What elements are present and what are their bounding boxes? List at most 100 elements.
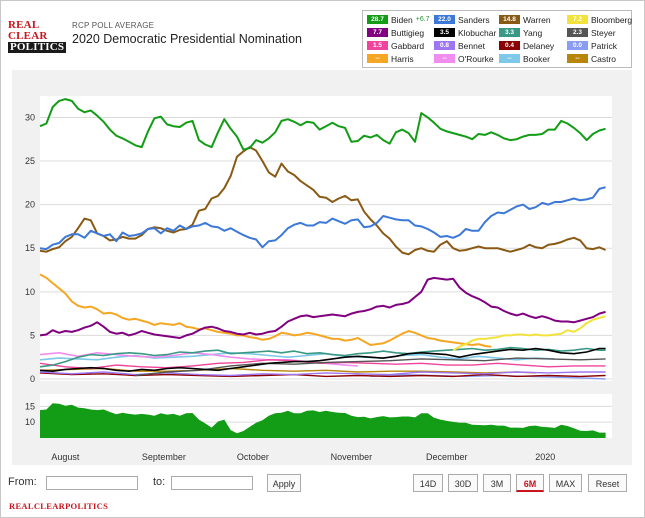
y-tick-label: 15	[25, 243, 35, 253]
to-label: to:	[153, 476, 166, 488]
legend-value-box: 2.3	[567, 28, 588, 38]
series-line[interactable]	[39, 276, 606, 339]
series-line[interactable]	[135, 357, 606, 377]
legend-value-box: --	[367, 54, 388, 64]
legend: 28.7 Biden +6.7 22.0 Sanders 14.8 Warren 7.2 Blo…	[362, 10, 632, 68]
legend-value-box: 0.4	[499, 41, 520, 51]
legend-name: Warren	[523, 14, 551, 25]
plot-area[interactable]: 0 5 10 15 20 25 30 10 15 August September October No…	[12, 70, 632, 465]
x-tick-label: August	[51, 452, 80, 462]
logo-line-2: CLEAR	[8, 30, 48, 42]
legend-name: Castro	[591, 53, 617, 64]
reset-button[interactable]: Reset	[588, 474, 627, 492]
legend-spread: +6.7	[415, 16, 430, 24]
spread-tick-label: 10	[25, 417, 35, 427]
range-6m-button[interactable]: 6M	[516, 474, 544, 492]
legend-value-box: 0.0	[567, 41, 588, 51]
y-tick-label: 0	[30, 374, 35, 384]
legend-value-box: --	[567, 54, 588, 64]
y-tick-label: 25	[25, 156, 35, 166]
poll-chart[interactable]: 0 5 10 15 20 25 30 10 15 August September October No…	[12, 70, 632, 465]
chart-subtitle: RCP POLL AVERAGE	[72, 21, 155, 30]
legend-item[interactable]: 0.0 Patrick	[567, 40, 617, 52]
range-3m-button[interactable]: 3M	[483, 474, 511, 492]
legend-item[interactable]: 3.3 Yang	[499, 27, 542, 39]
header: REAL CLEAR POLITICS RCP POLL AVERAGE 202…	[1, 1, 644, 68]
from-date-input[interactable]	[46, 476, 138, 490]
date-controls: From: to: Apply 14D 30D 3M 6M MAX Reset	[1, 469, 644, 497]
spread-area[interactable]	[40, 403, 606, 438]
x-tick-label: September	[142, 452, 186, 462]
y-tick-label: 30	[25, 112, 35, 122]
legend-name: Steyer	[591, 27, 616, 38]
series-line[interactable]	[39, 98, 606, 151]
y-tick-label: 5	[30, 330, 35, 340]
chart-title: 2020 Democratic Presidential Nomination	[72, 32, 302, 46]
legend-name: Delaney	[523, 40, 555, 51]
series-line[interactable]	[39, 346, 606, 368]
legend-item[interactable]: 22.0 Sanders	[434, 14, 490, 26]
legend-value-box: 0.8	[434, 41, 455, 51]
range-max-button[interactable]: MAX	[549, 474, 582, 492]
legend-value-box: 3.3	[499, 28, 520, 38]
legend-item[interactable]: -- Castro	[567, 53, 616, 65]
legend-name: Bloomberg	[591, 14, 633, 25]
to-date-input[interactable]	[171, 476, 253, 490]
x-tick-label: 2020	[535, 452, 555, 462]
series-line[interactable]	[39, 273, 492, 348]
legend-name: Gabbard	[391, 40, 425, 51]
series-line[interactable]	[39, 186, 606, 251]
spread-tick-label: 15	[25, 401, 35, 411]
legend-name: Klobuchar	[458, 27, 497, 38]
y-tick-label: 20	[25, 200, 35, 210]
legend-value-box: 28.7	[367, 15, 388, 25]
series-line[interactable]	[452, 315, 606, 352]
series-line[interactable]	[39, 347, 606, 373]
x-tick-label: December	[426, 452, 468, 462]
legend-name: Yang	[523, 27, 543, 38]
legend-value-box: 1.5	[367, 41, 388, 51]
x-tick-label: October	[237, 452, 269, 462]
legend-name: O'Rourke	[458, 53, 494, 64]
legend-value-box: 7.2	[567, 15, 588, 25]
legend-value-box: 14.8	[499, 15, 520, 25]
legend-item[interactable]: 0.8 Bennet	[434, 40, 485, 52]
legend-value-box: --	[499, 54, 520, 64]
legend-item[interactable]: 7.2 Bloomberg	[567, 14, 632, 26]
range-30d-button[interactable]: 30D	[448, 474, 478, 492]
legend-item[interactable]: 3.5 Klobuchar	[434, 27, 496, 39]
y-tick-label: 10	[25, 287, 35, 297]
range-14d-button[interactable]: 14D	[413, 474, 443, 492]
legend-item[interactable]: 7.7 Buttigieg	[367, 27, 424, 39]
rcp-logo[interactable]: REAL CLEAR POLITICS	[8, 19, 67, 54]
series-line[interactable]	[39, 351, 555, 361]
legend-value-box: 3.5	[434, 28, 455, 38]
apply-button[interactable]: Apply	[267, 474, 301, 492]
series-line[interactable]	[39, 371, 606, 377]
legend-name: Bennet	[458, 40, 485, 51]
x-tick-label: November	[331, 452, 373, 462]
legend-name: Booker	[523, 53, 550, 64]
legend-value-box: 22.0	[434, 15, 455, 25]
legend-item[interactable]: 1.5 Gabbard	[367, 40, 424, 52]
logo-line-1: REAL	[8, 19, 40, 31]
legend-item[interactable]: 28.7 Biden +6.7	[367, 14, 430, 26]
legend-name: Patrick	[591, 40, 617, 51]
legend-item[interactable]: -- Harris	[367, 53, 414, 65]
legend-item[interactable]: -- Booker	[499, 53, 550, 65]
legend-value-box: 7.7	[367, 28, 388, 38]
series-line[interactable]	[39, 146, 606, 256]
logo-line-3: POLITICS	[8, 41, 67, 53]
from-label: From:	[8, 476, 37, 488]
footer-brand[interactable]: REALCLEARPOLITICS	[9, 501, 109, 511]
legend-value-box: --	[434, 54, 455, 64]
legend-name: Biden	[391, 14, 413, 25]
legend-name: Buttigieg	[391, 27, 425, 38]
legend-item[interactable]: 0.4 Delaney	[499, 40, 554, 52]
legend-item[interactable]: 14.8 Warren	[499, 14, 551, 26]
legend-item[interactable]: -- O'Rourke	[434, 53, 494, 65]
legend-name: Sanders	[458, 14, 490, 25]
legend-item[interactable]: 2.3 Steyer	[567, 27, 616, 39]
legend-name: Harris	[391, 53, 414, 64]
